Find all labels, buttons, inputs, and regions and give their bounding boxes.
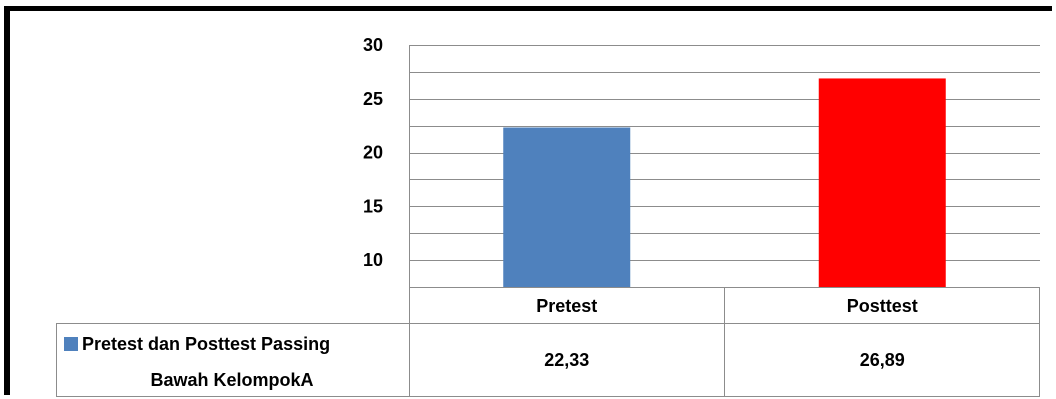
y-tick-label-25: 25 [363,89,383,109]
chart-frame [4,6,1052,395]
legend-label-line-2: Bawah KelompokA [150,370,313,390]
y-tick-label-30: 30 [363,35,383,55]
data-table: Pretest Posttest 22,33 26,89 Pretest dan Pos… [56,287,1040,397]
category-label-pretest: Pretest [536,296,597,316]
category-label-posttest: Posttest [847,296,918,316]
bar-posttest [818,78,946,288]
y-tick-label-10: 10 [363,250,383,270]
legend-swatch [64,337,78,351]
legend-label-line-1: Pretest dan Posttest Passing [82,334,330,354]
chart-bars [503,78,946,288]
data-label-posttest: 26,89 [860,350,905,370]
y-tick-label-15: 15 [363,196,383,216]
y-tick-label-20: 20 [363,143,383,163]
y-axis-ticks: 10 15 20 25 30 [363,35,383,270]
bar-pretest [503,127,631,287]
data-label-pretest: 22,33 [544,350,589,370]
